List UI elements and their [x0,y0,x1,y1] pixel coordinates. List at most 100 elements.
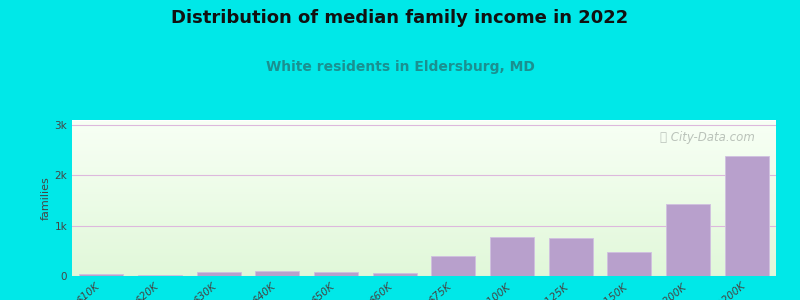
Bar [72,196,776,197]
Bar [72,214,776,215]
Bar [72,149,776,150]
Bar [72,159,776,160]
Bar [72,172,776,173]
Bar [72,168,776,169]
Bar [72,187,776,188]
Bar [72,255,776,256]
Bar [72,169,776,170]
Bar [72,249,776,250]
Bar [138,275,182,276]
Bar [549,238,593,276]
Bar [72,142,776,143]
Bar [72,271,776,272]
Bar [72,263,776,264]
Bar [72,153,776,154]
Bar [72,141,776,142]
Bar [72,222,776,223]
Bar [72,160,776,161]
Bar [72,241,776,242]
Bar [72,215,776,216]
Bar [72,179,776,180]
Bar [72,193,776,194]
Bar [255,272,299,276]
Bar [72,129,776,130]
Bar [72,245,776,246]
Bar [72,220,776,221]
Bar [79,274,123,276]
Bar [72,244,776,245]
Bar [72,242,776,243]
Bar [72,236,776,237]
Bar [72,167,776,168]
Bar [72,202,776,203]
Bar [72,185,776,186]
Bar [72,262,776,263]
Bar [72,253,776,254]
Bar [72,259,776,260]
Bar [72,266,776,267]
Bar [72,150,776,151]
Bar [72,243,776,244]
Bar [72,205,776,206]
Bar [72,275,776,276]
Bar [72,155,776,156]
Bar [72,258,776,259]
Bar [72,231,776,232]
Bar [72,134,776,135]
Text: Distribution of median family income in 2022: Distribution of median family income in … [171,9,629,27]
Bar [72,127,776,128]
Bar [666,204,710,276]
Bar [72,147,776,148]
Bar [72,206,776,207]
Bar [72,235,776,236]
Bar [72,146,776,147]
Bar [72,124,776,125]
Bar [72,191,776,192]
Bar [72,133,776,134]
Bar [72,261,776,262]
Bar [72,217,776,218]
Bar [72,199,776,200]
Bar [72,128,776,129]
Text: White residents in Eldersburg, MD: White residents in Eldersburg, MD [266,60,534,74]
Bar [72,126,776,127]
Bar [72,140,776,141]
Bar [72,163,776,164]
Bar [72,154,776,155]
Bar [72,137,776,138]
Bar [72,225,776,226]
Bar [72,201,776,202]
Bar [72,148,776,149]
Bar [197,272,241,276]
Bar [725,156,769,276]
Bar [72,152,776,153]
Bar [72,269,776,270]
Bar [490,237,534,276]
Bar [72,233,776,234]
Bar [72,180,776,181]
Bar [72,260,776,261]
Bar [72,166,776,167]
Bar [72,197,776,198]
Bar [72,138,776,139]
Bar [72,227,776,228]
Bar [72,246,776,247]
Bar [72,240,776,241]
Bar [72,203,776,204]
Bar [72,238,776,239]
Bar [72,239,776,240]
Bar [72,190,776,191]
Bar [72,250,776,251]
Bar [72,135,776,136]
Bar [72,257,776,258]
Bar [72,221,776,222]
Bar [314,272,358,276]
Bar [72,195,776,196]
Bar [72,173,776,174]
Bar [72,213,776,214]
Bar [72,139,776,140]
Bar [72,144,776,145]
Bar [72,267,776,268]
Bar [72,192,776,193]
Bar [72,200,776,201]
